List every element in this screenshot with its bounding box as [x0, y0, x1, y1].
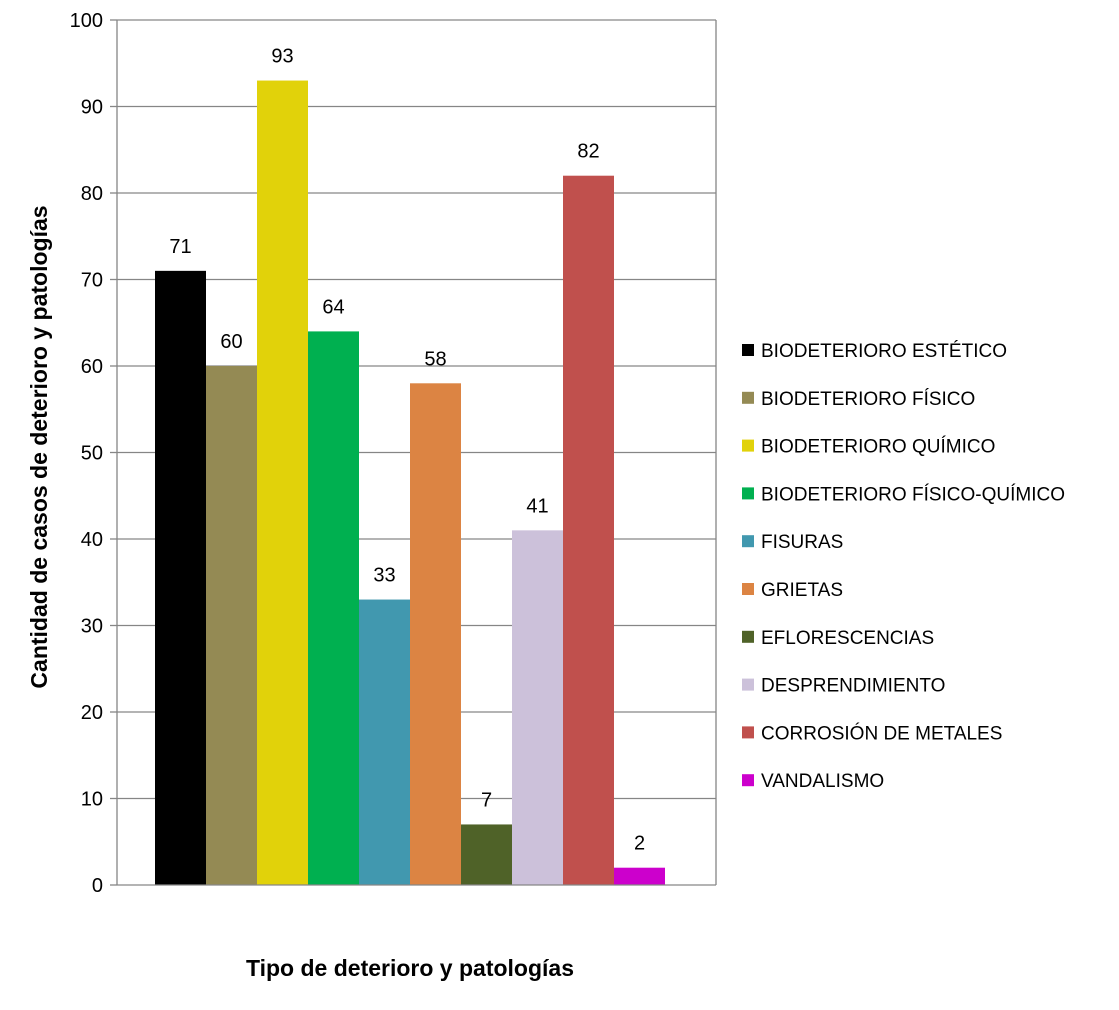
data-label: 93: [271, 46, 293, 68]
legend-label: BIODETERIORO FÍSICO: [761, 389, 975, 410]
y-axis-ticks: 0 10 20 30 40 50 60 70 80 90 100: [70, 10, 117, 897]
legend-swatch: [742, 726, 754, 739]
axes: [116, 20, 717, 886]
y-tick-label: 30: [81, 616, 103, 638]
legend-swatch: [742, 583, 754, 595]
bar: [155, 270, 206, 886]
bar: [308, 331, 359, 885]
y-tick-label: 20: [81, 702, 103, 724]
legend-label: EFLORESCENCIAS: [761, 628, 934, 649]
legend-label: BIODETERIORO FÍSICO-QUÍMICO: [761, 484, 1065, 505]
y-tick-label: 50: [81, 443, 103, 465]
legend: BIODETERIORO ESTÉTICO BIODETERIORO FÍSICO…: [742, 341, 1065, 792]
bar: [206, 366, 257, 885]
legend-label: FISURAS: [761, 532, 843, 553]
x-axis-title: Tipo de deterioro y patologías: [246, 955, 574, 981]
legend-label: GRIETAS: [761, 580, 843, 601]
bar: [257, 80, 308, 886]
legend-label: BIODETERIORO ESTÉTICO: [761, 341, 1007, 362]
y-tick-label: 70: [81, 270, 103, 292]
data-label: 41: [526, 495, 548, 517]
legend-swatch: [742, 439, 754, 452]
legend-swatch: [742, 535, 754, 548]
bar: [410, 383, 461, 885]
data-label: 71: [169, 236, 191, 258]
bar: [614, 867, 665, 885]
y-tick-label: 80: [81, 183, 103, 205]
legend-label: BIODETERIORO QUÍMICO: [761, 437, 995, 458]
y-axis-title: Cantidad de casos de deterioro y patolog…: [26, 205, 52, 688]
bar: [461, 824, 512, 885]
data-label: 7: [481, 789, 492, 811]
data-label: 82: [577, 141, 599, 163]
bar: [512, 530, 563, 885]
y-tick-label: 0: [92, 875, 103, 897]
data-label: 64: [322, 296, 344, 318]
y-tick-label: 40: [81, 529, 103, 551]
data-label: 2: [634, 833, 645, 855]
legend-swatch: [742, 774, 754, 787]
legend-swatch: [742, 630, 754, 643]
bars: [155, 80, 665, 886]
data-label: 60: [220, 331, 242, 353]
data-label: 33: [373, 565, 395, 587]
legend-label: CORROSIÓN DE METALES: [761, 722, 1002, 744]
bar: [563, 175, 614, 885]
y-tick-label: 10: [81, 789, 103, 811]
legend-label: VANDALISMO: [761, 771, 884, 792]
legend-swatch: [742, 391, 754, 404]
legend-swatch: [742, 487, 754, 500]
legend-swatch: [742, 678, 754, 691]
data-label: 58: [424, 348, 446, 370]
bar: [359, 599, 410, 885]
y-tick-label: 100: [70, 10, 103, 32]
y-tick-label: 90: [81, 97, 103, 119]
y-tick-label: 60: [81, 356, 103, 378]
legend-swatch: [742, 344, 754, 356]
data-labels: 71 60 93 64 33 58 7 41 82 2: [169, 46, 645, 855]
legend-label: DESPRENDIMIENTO: [761, 676, 945, 697]
